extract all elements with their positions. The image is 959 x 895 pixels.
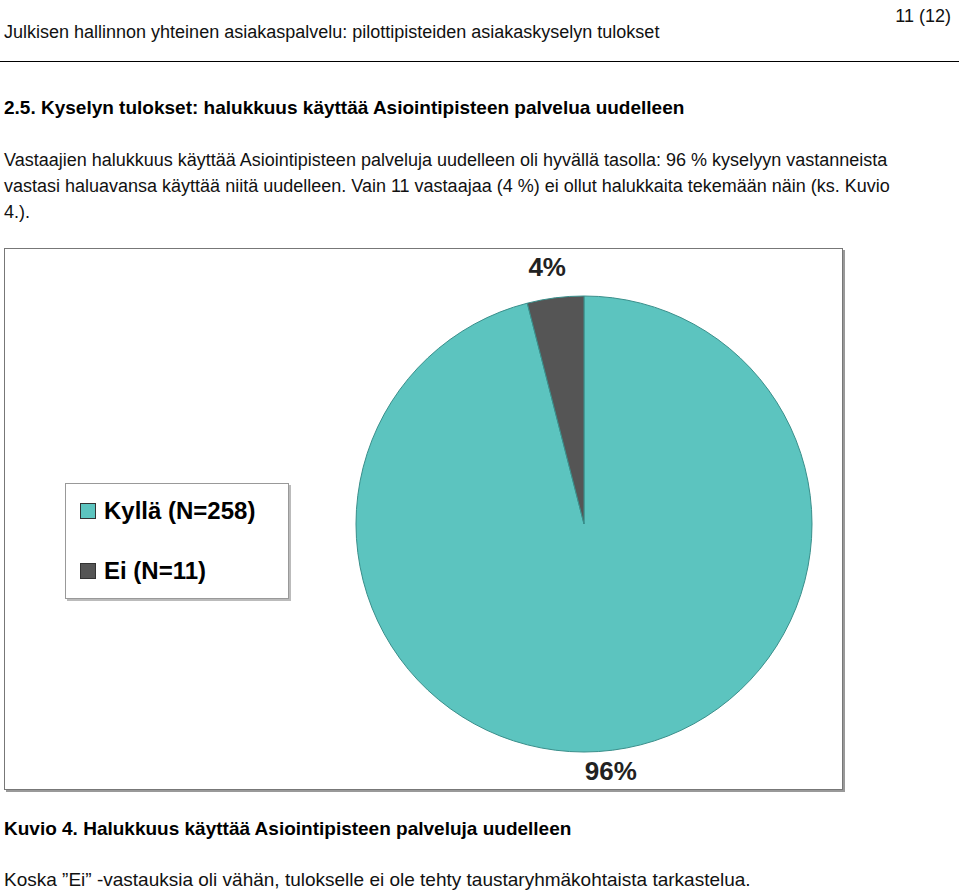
html-text:11 (12): 11 (12) xyxy=(895,6,951,26)
html-text:2.5. Kyselyn tulokset: halukku: 2.5. Kyselyn tulokset: halukkuus käyttää… xyxy=(4,97,685,118)
svg-text:4%: 4% xyxy=(528,252,566,282)
html-text:Koska ”Ei” -vastauksia oli väh: Koska ”Ei” -vastauksia oli vähän, tuloks… xyxy=(4,869,751,890)
html-text:Ei (N=11): Ei (N=11) xyxy=(104,557,206,584)
svg-text:96%: 96% xyxy=(585,756,637,786)
html-text:Kyllä (N=258): Kyllä (N=258) xyxy=(104,497,256,524)
html-text:Julkisen hallinnon yhteinen as: Julkisen hallinnon yhteinen asiakaspalve… xyxy=(4,22,660,42)
html-text:Vastaajien halukkuus käyttää A: Vastaajien halukkuus käyttää Asiointipis… xyxy=(4,150,890,222)
html-text:Kuvio 4. Halukkuus käyttää Asi: Kuvio 4. Halukkuus käyttää Asiointipiste… xyxy=(4,818,572,839)
